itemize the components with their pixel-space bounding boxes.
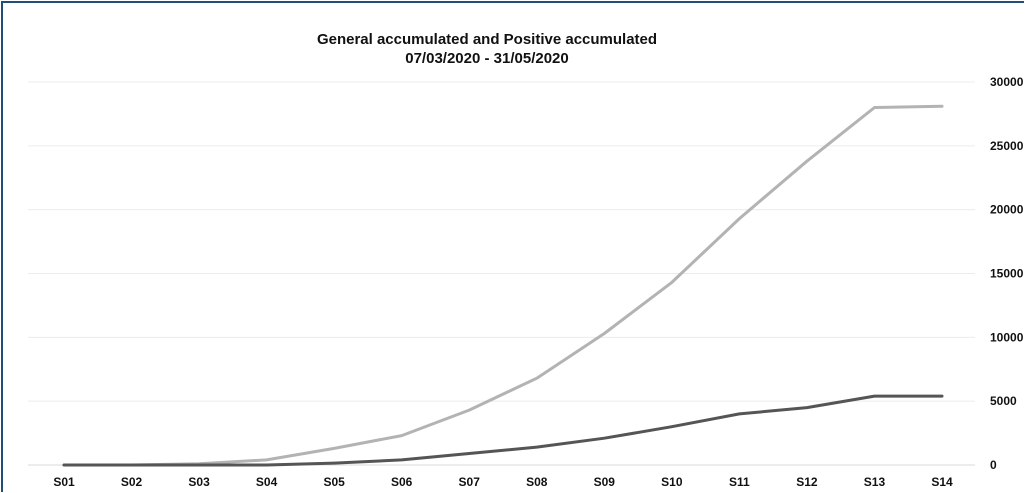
x-tick-label: S08	[526, 475, 548, 489]
y-tick-label: 10000	[990, 330, 1024, 344]
x-tick-label: S09	[594, 475, 616, 489]
y-axis-ticks: 0 5000 10000 15000 20000 25000 30000	[990, 75, 1024, 472]
x-tick-label: S11	[729, 475, 750, 489]
y-tick-label: 20000	[990, 203, 1024, 217]
series-line-1	[62, 104, 944, 467]
y-tick-label: 25000	[990, 139, 1024, 153]
x-tick-label: S05	[323, 475, 345, 489]
y-tick-label: 0	[990, 458, 997, 472]
y-tick-label: 30000	[990, 75, 1024, 89]
x-tick-label: S10	[661, 475, 683, 489]
chart-subtitle: 07/03/2020 - 31/05/2020	[405, 50, 568, 67]
x-tick-label: S12	[796, 475, 818, 489]
x-tick-label: S06	[391, 475, 413, 489]
chart-title: General accumulated and Positive accumul…	[317, 31, 657, 48]
x-tick-label: S04	[256, 475, 278, 489]
series-line-2	[62, 394, 944, 467]
y-tick-label: 15000	[990, 267, 1024, 281]
series-lines	[62, 104, 944, 467]
gridlines	[28, 81, 975, 466]
x-tick-label: S01	[53, 475, 75, 489]
x-tick-label: S02	[121, 475, 143, 489]
x-tick-label: S07	[459, 475, 481, 489]
x-tick-label: S03	[188, 475, 210, 489]
y-tick-label: 5000	[990, 394, 1017, 408]
x-tick-label: S13	[864, 475, 886, 489]
x-tick-label: S14	[931, 475, 953, 489]
x-axis-ticks: S01 S02 S03 S04 S05 S06 S07 S08 S09 S10 S11 S12 S13 S…	[53, 475, 953, 489]
